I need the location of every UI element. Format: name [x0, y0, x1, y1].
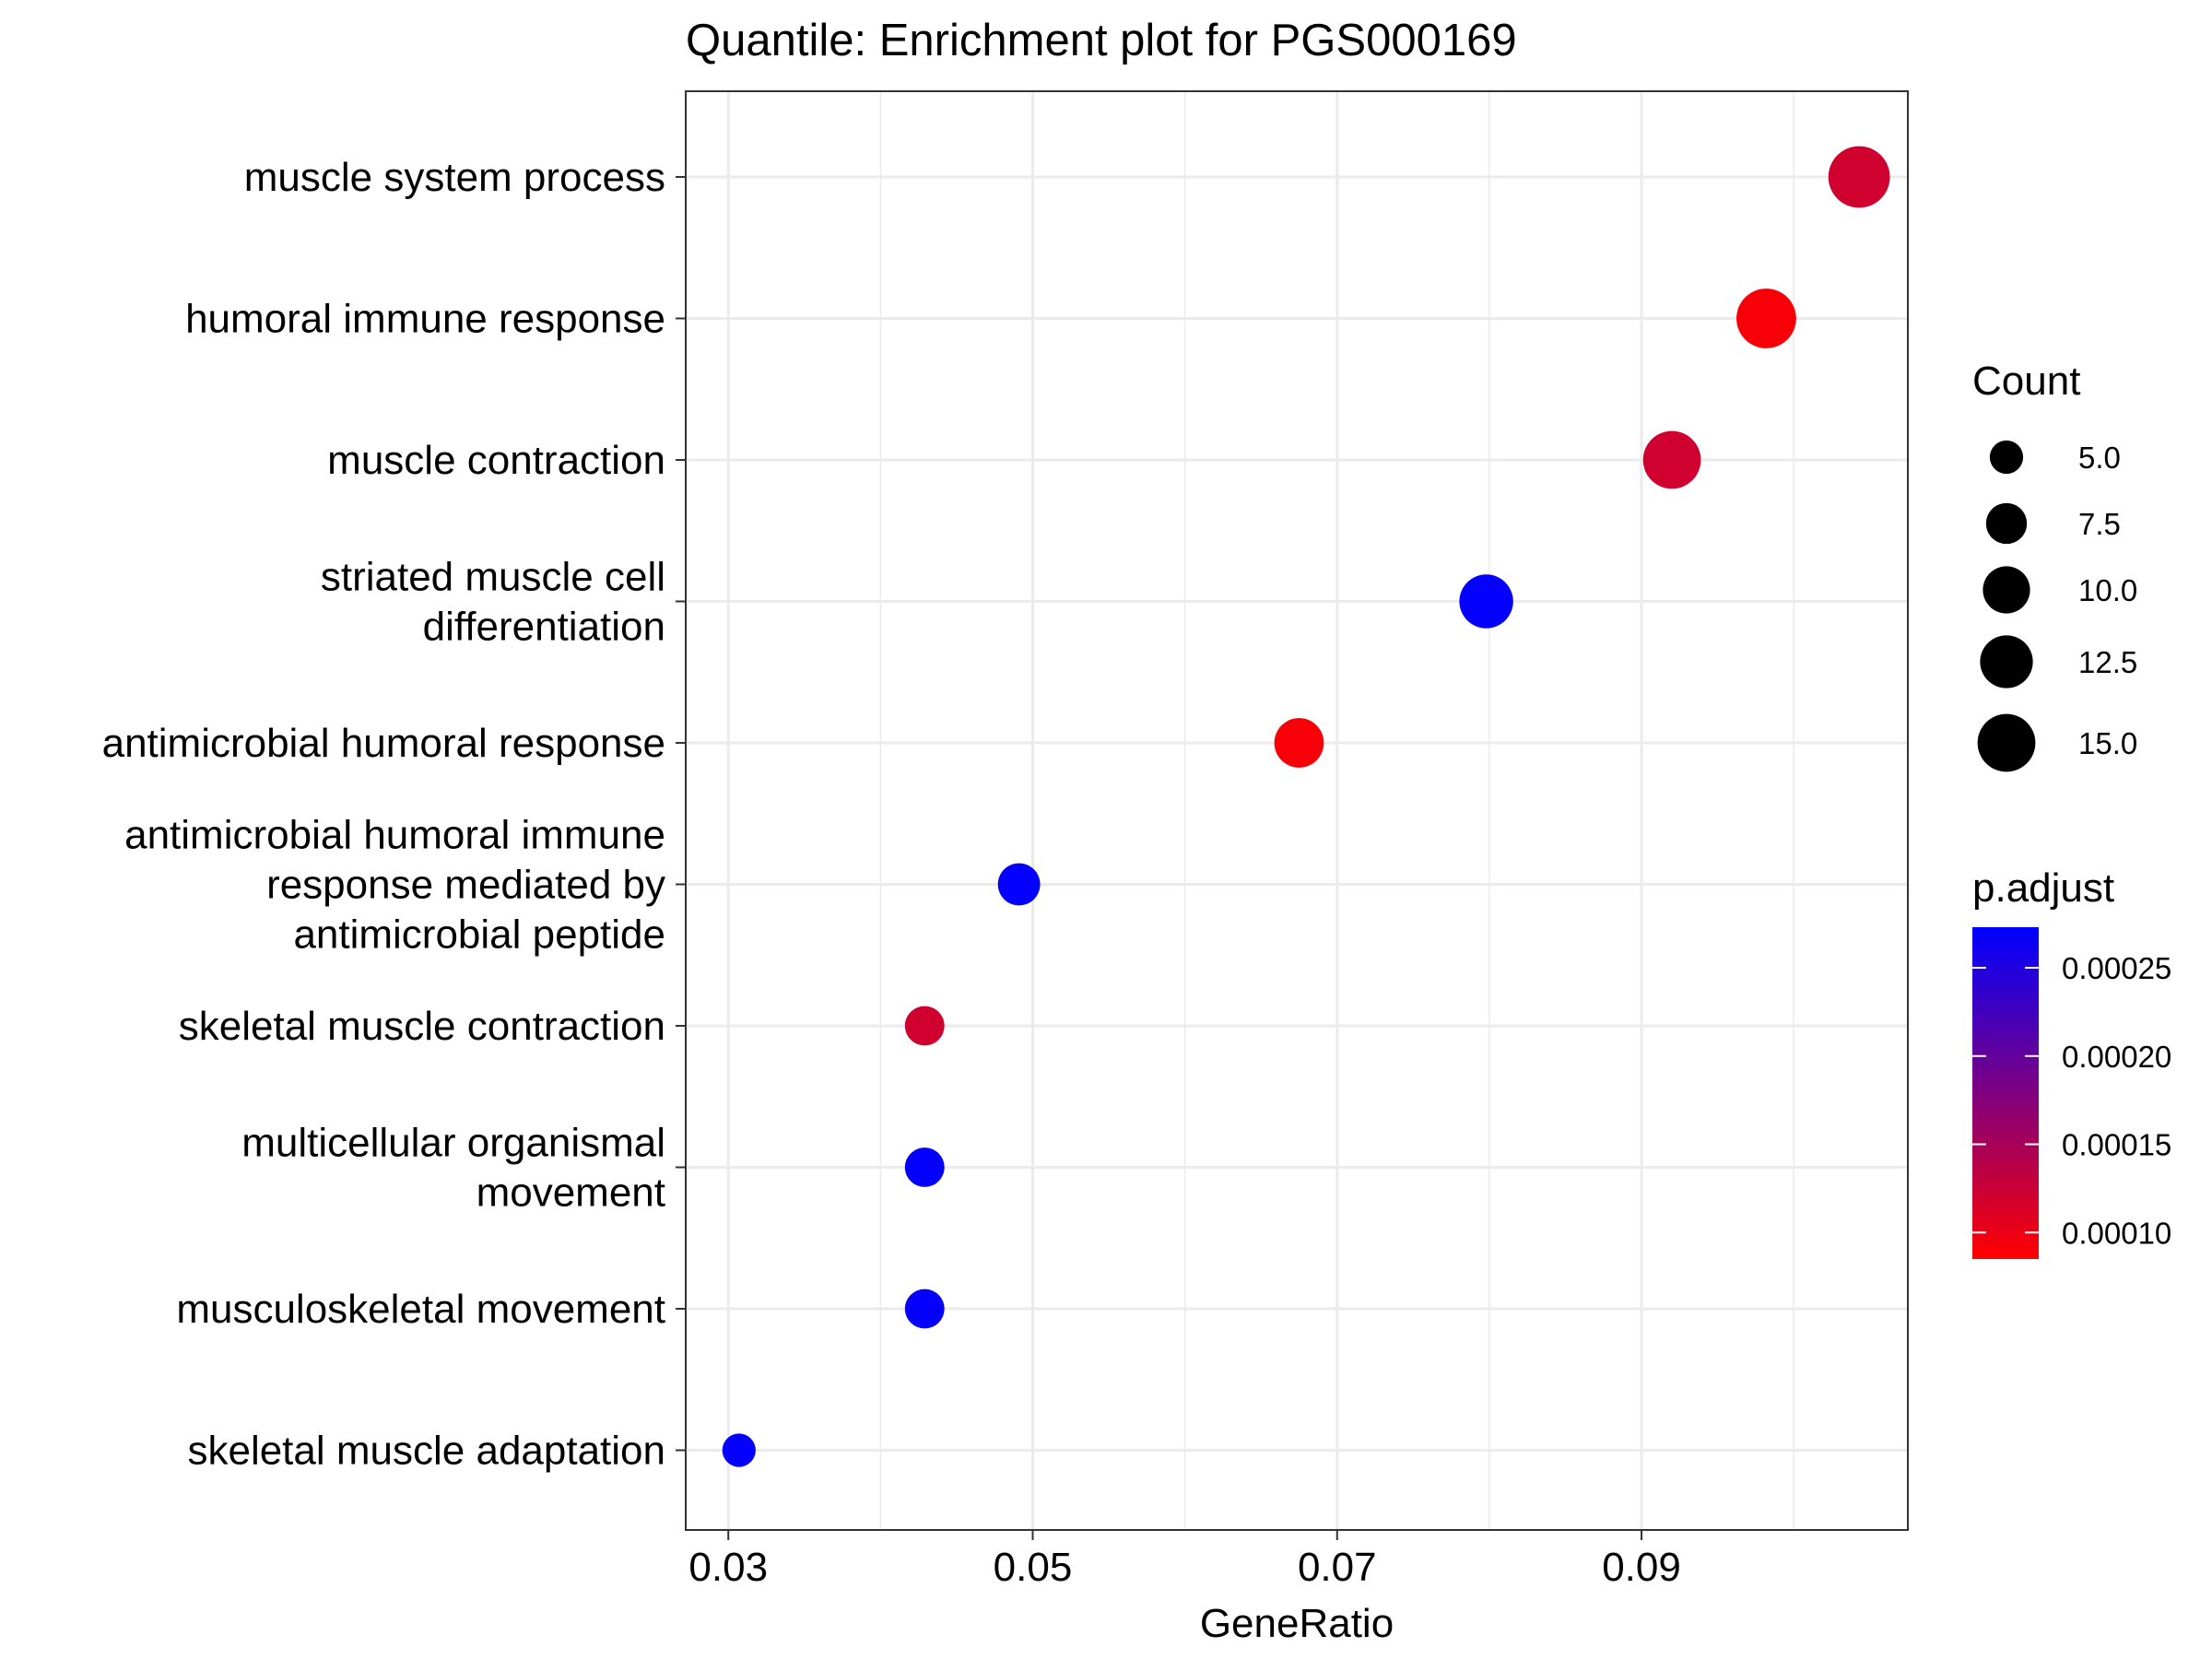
p-adjust-legend: p.adjust 0.00010 0.00015 0.00020 0.00025	[1972, 865, 2171, 1259]
count-legend-label: 5.0	[2078, 441, 2121, 475]
data-points	[722, 146, 1890, 1467]
data-point	[997, 863, 1041, 906]
major-gridlines	[686, 91, 1908, 1530]
count-legend-label: 12.5	[2078, 645, 2137, 679]
panel-border	[685, 90, 1909, 1531]
y-tick-label: muscle contraction	[327, 438, 665, 483]
chart-title: Quantile: Enrichment plot for PGS000169	[686, 16, 1517, 65]
data-point	[722, 1433, 756, 1467]
data-point	[1828, 146, 1890, 208]
p-adjust-colorbar	[1972, 927, 2039, 1259]
minor-gridlines	[879, 91, 1794, 1530]
x-axis: 0.03 0.05 0.07 0.09	[688, 1530, 1681, 1590]
y-tick-label: antimicrobial humoral immune response med…	[124, 813, 665, 958]
data-point	[904, 1147, 945, 1187]
y-tick-label: striated muscle cell differentiation	[321, 555, 665, 650]
y-tick-label: muscle system process	[244, 155, 665, 200]
data-point	[1274, 718, 1324, 768]
y-tick-label: multicellular organismal movement	[241, 1121, 665, 1216]
count-legend-label: 15.0	[2078, 726, 2137, 760]
p-adjust-legend-title: p.adjust	[1972, 865, 2114, 911]
x-tick-label: 0.07	[1298, 1545, 1377, 1590]
data-point	[904, 1006, 945, 1046]
count-legend-key	[1983, 566, 2030, 614]
count-legend: Count 5.0 7.5 10.0 12.5 15.0	[1972, 359, 2137, 772]
count-legend-key	[1989, 440, 2024, 475]
x-tick-label: 0.05	[994, 1545, 1073, 1590]
x-tick-label: 0.03	[688, 1545, 768, 1590]
data-point	[1736, 288, 1796, 348]
count-legend-title: Count	[1972, 359, 2080, 404]
y-tick-label: skeletal muscle adaptation	[187, 1429, 665, 1474]
count-legend-label: 10.0	[2078, 573, 2137, 607]
data-point	[1459, 574, 1513, 629]
count-legend-key	[1977, 713, 2036, 772]
plot-panel	[685, 90, 1909, 1531]
y-axis: muscle system process humoral immune resp…	[102, 155, 686, 1474]
count-legend-key	[1980, 635, 2033, 688]
y-tick-label: antimicrobial humoral response	[102, 721, 665, 766]
y-tick-label: humoral immune response	[185, 297, 665, 342]
colorbar-label: 0.00025	[2062, 951, 2171, 985]
data-point	[1642, 430, 1701, 489]
colorbar-label: 0.00020	[2062, 1040, 2171, 1074]
data-point	[904, 1288, 945, 1329]
y-tick-label: skeletal muscle contraction	[179, 1004, 665, 1049]
x-tick-label: 0.09	[1602, 1545, 1681, 1590]
count-legend-key	[1985, 502, 2028, 545]
colorbar-label: 0.00015	[2062, 1128, 2171, 1162]
colorbar-label: 0.00010	[2062, 1216, 2171, 1250]
x-axis-title: GeneRatio	[1200, 1601, 1394, 1646]
y-tick-label: musculoskeletal movement	[176, 1287, 665, 1332]
count-legend-label: 7.5	[2078, 507, 2121, 541]
